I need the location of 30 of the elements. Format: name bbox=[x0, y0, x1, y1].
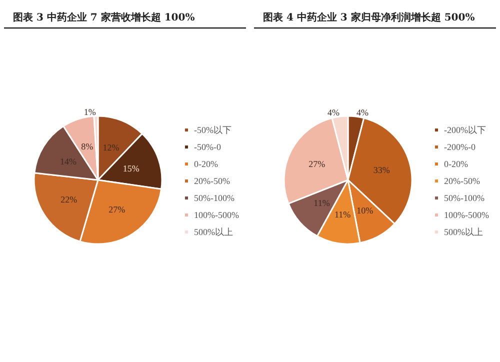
data-label: 12% bbox=[102, 142, 120, 153]
legend-label: 100%-500% bbox=[194, 210, 240, 220]
chart-title: 图表 3 中药企业 7 家营收增长超 100% bbox=[13, 12, 196, 24]
legend-label: 100%-500% bbox=[444, 210, 490, 220]
data-label: 27% bbox=[308, 159, 326, 170]
legend-label: -200%以下 bbox=[444, 125, 486, 135]
data-label: 4% bbox=[356, 108, 370, 118]
data-label: 22% bbox=[60, 194, 78, 204]
data-label: 33% bbox=[373, 165, 390, 176]
data-label: 14% bbox=[60, 156, 78, 167]
legend-label: 500%以上 bbox=[444, 227, 484, 237]
legend-label: -200%-0 bbox=[444, 142, 476, 152]
data-label: 11% bbox=[334, 210, 352, 220]
legend-label: 20%-50% bbox=[194, 176, 231, 186]
legend-label: 500%以上 bbox=[194, 227, 234, 237]
legend-label: -50%-0 bbox=[194, 142, 222, 152]
data-label: 1% bbox=[84, 107, 96, 118]
data-label: 4% bbox=[327, 108, 340, 118]
data-label: 15% bbox=[122, 164, 140, 174]
data-label: 11% bbox=[314, 198, 330, 208]
legend-label: 0-20% bbox=[194, 159, 219, 169]
legend-label: 0-20% bbox=[444, 159, 469, 169]
data-label: 27% bbox=[108, 204, 126, 214]
legend-label: 50%-100% bbox=[194, 193, 236, 203]
data-label: 8% bbox=[81, 142, 94, 152]
legend-label: 50%-100% bbox=[444, 193, 486, 203]
legend-label: 20%-50% bbox=[444, 176, 481, 186]
legend-label: -50%以下 bbox=[194, 125, 232, 135]
data-label: 10% bbox=[356, 206, 374, 216]
chart-title: 图表 4 中药企业 3 家归母净利润增长超 500% bbox=[263, 12, 476, 24]
